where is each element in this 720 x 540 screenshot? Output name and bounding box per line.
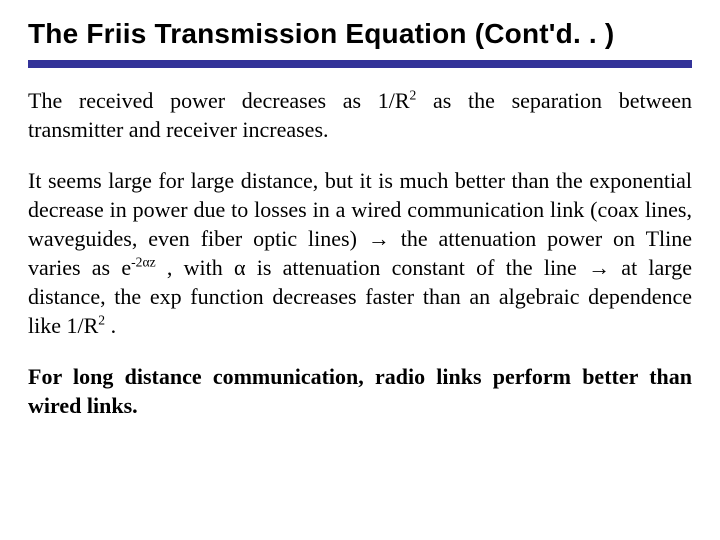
arrow-right-icon: →	[368, 226, 390, 251]
p1-text-a: The received power decreases as 1/R	[28, 88, 410, 113]
p2-text-c: , with α is attenuation constant of the …	[156, 255, 588, 280]
paragraph-1: The received power decreases as 1/R2 as …	[28, 86, 692, 144]
arrow-right-icon: →	[588, 255, 610, 280]
title-underline	[28, 60, 692, 68]
p2-sup1: -2αz	[131, 255, 156, 270]
paragraph-3: For long distance communication, radio l…	[28, 362, 692, 420]
page-title: The Friis Transmission Equation (Cont'd.…	[28, 18, 692, 50]
paragraph-2: It seems large for large distance, but i…	[28, 166, 692, 340]
p2-text-e: .	[105, 313, 116, 338]
p3-text-a: For long distance communication, radio l…	[28, 364, 692, 418]
slide: The Friis Transmission Equation (Cont'd.…	[0, 0, 720, 540]
